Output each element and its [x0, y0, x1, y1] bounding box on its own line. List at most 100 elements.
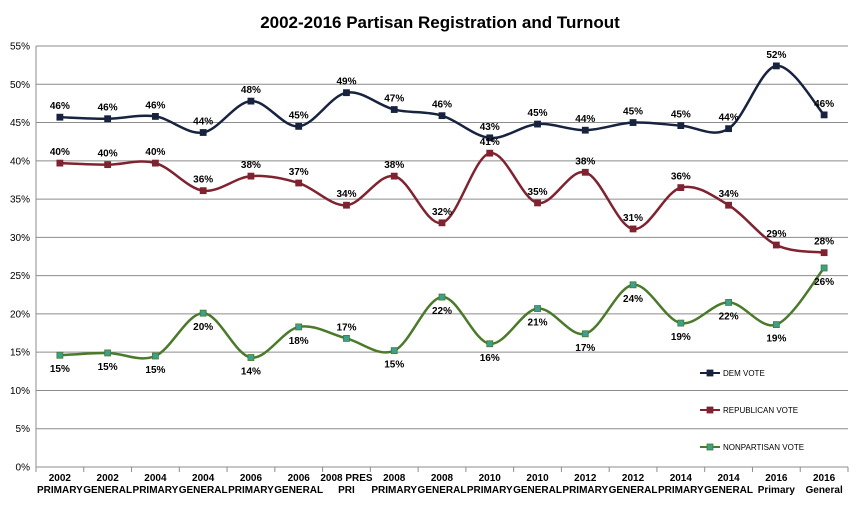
- republican-vote-point: [199, 187, 207, 195]
- y-tick-label: 35%: [10, 195, 30, 206]
- nonpartisan-vote-data-label: 22%: [432, 306, 452, 317]
- nonpartisan-vote-data-label: 16%: [480, 353, 500, 364]
- nonpartisan-vote-data-label: 15%: [98, 362, 118, 373]
- nonpartisan-vote-data-label: 14%: [241, 367, 261, 378]
- y-tick-label: 55%: [10, 42, 30, 53]
- dem-vote-data-label: 46%: [432, 100, 452, 111]
- republican-vote-point: [247, 172, 255, 180]
- republican-vote-point: [581, 168, 589, 176]
- y-tick-label: 45%: [10, 118, 30, 129]
- dem-vote-data-label: 46%: [814, 99, 834, 110]
- x-tick-label: 2006 PRIMARY: [228, 473, 274, 496]
- dem-vote-point: [772, 62, 780, 70]
- x-tick-label: 2004 GENERAL: [179, 473, 228, 496]
- republican-vote-data-label: 38%: [384, 160, 404, 171]
- y-tick-label: 25%: [10, 271, 30, 282]
- dem-vote-data-label: 48%: [241, 85, 261, 96]
- republican-vote-data-label: 31%: [623, 213, 643, 224]
- x-tick-label: 2012 PRIMARY: [562, 473, 608, 496]
- republican-vote-data-label: 35%: [528, 187, 548, 198]
- dem-vote-point: [438, 112, 446, 120]
- dem-vote-point: [152, 113, 159, 120]
- x-tick-label: 2002 GENERAL: [83, 473, 132, 496]
- republican-vote-data-label: 36%: [193, 175, 213, 186]
- nonpartisan-vote-data-label: 15%: [145, 365, 165, 376]
- nonpartisan-vote-point: [725, 299, 732, 306]
- republican-vote-data-label: 32%: [432, 207, 452, 218]
- dem-vote-data-label: 44%: [575, 114, 595, 125]
- nonpartisan-vote-data-label: 17%: [575, 343, 595, 354]
- dem-vote-point: [534, 120, 541, 128]
- nonpartisan-vote-point: [772, 321, 780, 329]
- nonpartisan-vote-point: [152, 352, 159, 360]
- y-tick-label: 50%: [10, 80, 30, 91]
- legend-swatch-marker: [706, 443, 714, 451]
- dem-vote-data-label: 45%: [623, 107, 643, 118]
- chart-title: 2002-2016 Partisan Registration and Turn…: [260, 13, 620, 32]
- x-tick-label: 2004 PRIMARY: [133, 473, 179, 496]
- legend-label: NONPARTISAN VOTE: [723, 443, 804, 452]
- dem-vote-point: [56, 113, 64, 121]
- y-tick-label: 0%: [16, 463, 31, 474]
- republican-vote-point: [629, 225, 637, 233]
- dem-vote-data-label: 43%: [480, 122, 500, 133]
- nonpartisan-vote-data-label: 24%: [623, 294, 643, 305]
- dem-vote-point: [390, 106, 398, 113]
- republican-vote-data-label: 36%: [671, 172, 691, 183]
- nonpartisan-vote-point: [677, 319, 685, 327]
- legend-label: DEM VOTE: [723, 369, 765, 378]
- y-tick-label: 10%: [10, 386, 30, 397]
- nonpartisan-vote-point: [486, 340, 494, 348]
- x-tick-label: 2008 GENERAL: [418, 473, 467, 496]
- nonpartisan-vote-data-label: 15%: [50, 364, 70, 375]
- republican-vote-data-label: 37%: [289, 167, 309, 178]
- republican-vote-data-label: 28%: [814, 237, 834, 248]
- republican-vote-point: [438, 219, 446, 227]
- nonpartisan-vote-point: [295, 323, 303, 331]
- dem-vote-data-label: 45%: [528, 108, 548, 119]
- republican-vote-point: [390, 172, 398, 180]
- data-label-layer: 46% 46% 46% 44% 48% 45% 49% 47% 46% 43% 45% 44% 45% 4…: [50, 50, 834, 378]
- x-tick-label: 2008 PRIMARY: [371, 473, 417, 496]
- dem-vote-data-label: 47%: [384, 94, 404, 105]
- republican-vote-data-label: 29%: [766, 229, 786, 240]
- nonpartisan-vote-data-label: 17%: [336, 322, 356, 333]
- nonpartisan-vote-point: [581, 330, 589, 338]
- republican-vote-point: [677, 184, 685, 192]
- x-tick-label: 2016 General: [805, 473, 842, 496]
- republican-vote-point: [152, 159, 159, 167]
- dem-vote-point: [820, 111, 828, 119]
- republican-vote-point: [343, 201, 350, 209]
- republican-vote-point: [56, 159, 64, 167]
- legend: DEM VOTE REPUBLICAN VOTE NONPARTISAN VOTE: [700, 369, 804, 452]
- x-tick-label: 2008 PRES PRI: [320, 473, 373, 496]
- dem-vote-data-label: 52%: [766, 50, 786, 61]
- nonpartisan-vote-point: [247, 354, 255, 361]
- nonpartisan-vote-data-label: 19%: [671, 332, 691, 343]
- nonpartisan-vote-point: [390, 347, 398, 355]
- y-tick-label: 5%: [16, 424, 31, 435]
- nonpartisan-vote-point: [56, 351, 64, 359]
- nonpartisan-vote-data-label: 21%: [528, 318, 548, 329]
- nonpartisan-vote-point: [104, 349, 112, 357]
- republican-vote-point: [104, 161, 112, 169]
- x-tick-label: 2002 PRIMARY: [37, 473, 83, 496]
- y-tick-label: 20%: [10, 309, 30, 320]
- dem-vote-data-label: 49%: [336, 77, 356, 88]
- republican-vote-data-label: 38%: [575, 156, 595, 167]
- nonpartisan-vote-point: [820, 264, 828, 272]
- dem-vote-data-label: 44%: [719, 113, 739, 124]
- series-layer: [56, 62, 828, 361]
- dem-vote-data-label: 44%: [193, 116, 213, 127]
- republican-vote-data-label: 34%: [719, 189, 739, 200]
- y-tick-label: 30%: [10, 233, 30, 244]
- dem-vote-data-label: 45%: [671, 110, 691, 121]
- dem-vote-point: [677, 122, 685, 130]
- x-tick-label: 2012 GENERAL: [609, 473, 658, 496]
- nonpartisan-vote-point: [199, 309, 207, 317]
- nonpartisan-vote-point: [343, 335, 350, 342]
- y-tick-label: 15%: [10, 348, 30, 359]
- x-tick-label: 2010 PRIMARY: [467, 473, 513, 496]
